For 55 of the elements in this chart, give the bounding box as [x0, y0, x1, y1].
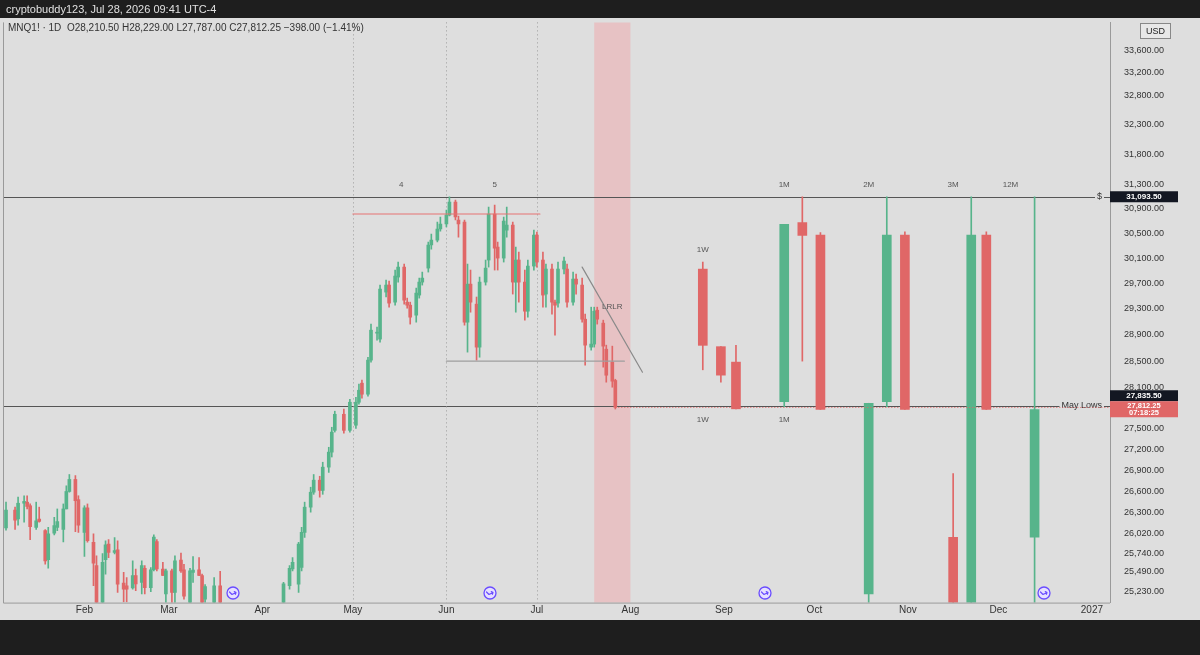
y-tick-label: 26,600.00 [1124, 485, 1165, 496]
annotation: 5 [492, 179, 498, 189]
annotation: 3M [947, 179, 960, 189]
y-tick-label: 26,900.00 [1124, 464, 1165, 475]
y-tick-label: 27,200.00 [1124, 443, 1165, 454]
x-tick-label: Oct [806, 604, 823, 616]
x-tick-label: Aug [621, 604, 640, 616]
annotation: LRLR [602, 302, 623, 312]
y-tick-label: 32,300.00 [1124, 119, 1165, 130]
y-tick-label: 26,020.00 [1124, 527, 1165, 538]
annotation: 4 [398, 179, 404, 189]
y-tick-label: 30,100.00 [1124, 252, 1165, 263]
chart-title: MNQ1! · 1D [8, 22, 62, 33]
annotation: 1M [778, 414, 791, 424]
y-tick-label: 26,300.00 [1124, 507, 1165, 518]
y-tick-label: 31,300.00 [1124, 178, 1165, 189]
annotation: 1M [778, 179, 791, 189]
candlestick [124, 577, 129, 603]
y-tick-label: 30,900.00 [1124, 202, 1165, 213]
candlestick [37, 506, 42, 523]
x-tick-label: Jun [438, 604, 455, 616]
annotation: 27,835.50 [1126, 391, 1163, 401]
x-tick-label: Jul [530, 604, 544, 616]
chart-subtitle: O28,210.50 H28,229.00 L27,787.00 C27,812.25 −398.00 (−1.41%) [65, 22, 364, 33]
y-tick-label: 28,500.00 [1124, 355, 1165, 366]
x-tick-label: Sep [715, 604, 734, 616]
y-tick-label: 29,300.00 [1124, 303, 1165, 314]
y-tick-label: 28,900.00 [1124, 329, 1165, 340]
y-tick-label: 30,500.00 [1124, 227, 1165, 238]
x-tick-label: 2027 [1080, 604, 1104, 616]
y-tick-label: 33,600.00 [1124, 44, 1165, 55]
y-tick-label: 25,230.00 [1124, 585, 1165, 596]
annotation: 2M [863, 179, 875, 189]
y-tick-label: 31,800.00 [1124, 148, 1165, 159]
text: USD [1140, 23, 1172, 39]
text: cryptobuddy123, Jul 28, 2026 09:41 UTC-4 [0, 0, 1200, 18]
y-tick-label: 25,740.00 [1124, 548, 1165, 559]
y-tick-label: 32,800.00 [1124, 90, 1165, 101]
annotation: 1W [696, 245, 710, 255]
y-tick-label: 27,500.00 [1124, 423, 1165, 434]
y-tick-label: 29,700.00 [1124, 277, 1165, 288]
annotation: 31,093.50 [1126, 191, 1163, 201]
ref-line-label: $ [1096, 191, 1102, 202]
x-tick-label: Mar [160, 604, 179, 616]
x-tick-label: Apr [254, 604, 271, 616]
annotation: 1W [696, 414, 710, 424]
ref-line-label: May Lows [1061, 400, 1103, 411]
y-tick-label: 25,490.00 [1124, 566, 1165, 577]
y-tick-label: 28,100.00 [1124, 382, 1165, 393]
annotation: 12M [1002, 179, 1019, 189]
x-tick-label: Nov [899, 604, 917, 616]
x-tick-label: Dec [989, 604, 1008, 616]
y-tick-label: 33,200.00 [1124, 67, 1165, 78]
x-tick-label: Feb [75, 604, 94, 616]
x-tick-label: May [343, 604, 363, 616]
